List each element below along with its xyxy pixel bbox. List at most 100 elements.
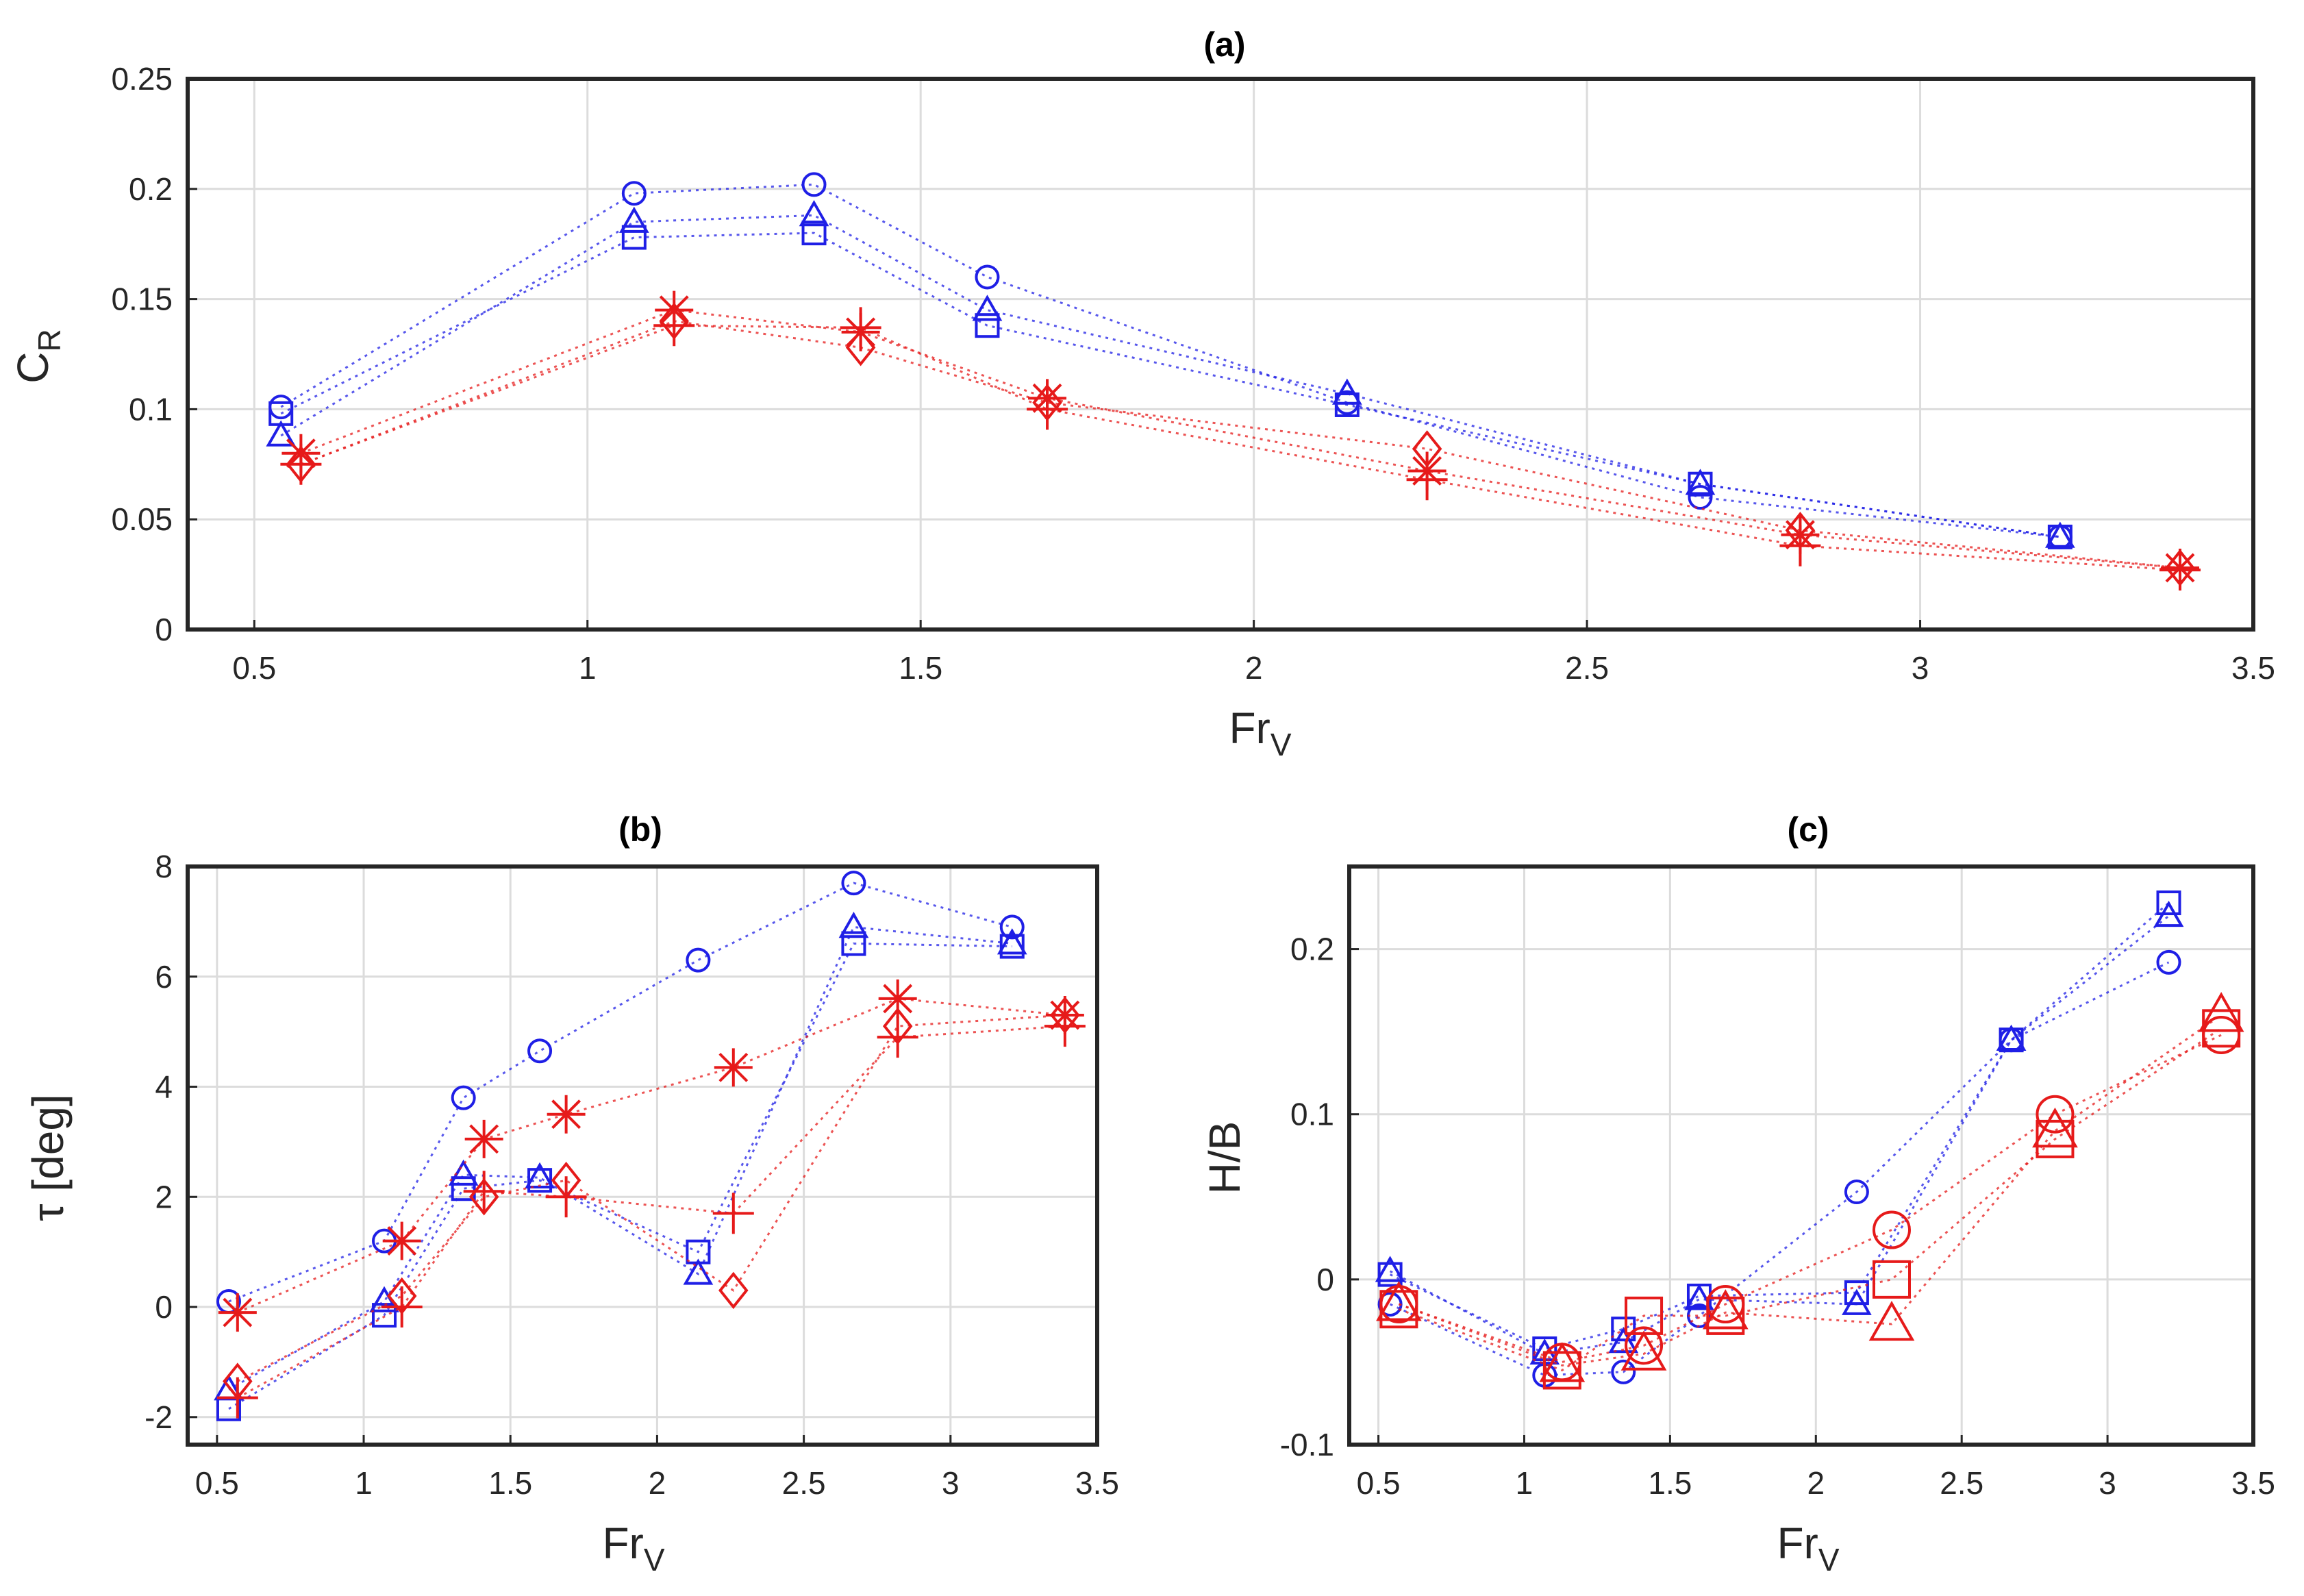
x-tick-label: 1.5 [1648, 1465, 1692, 1501]
data-point-blue-circle [801, 172, 827, 197]
data-point-red-star [382, 1221, 421, 1260]
data-point-blue-square [1999, 1027, 2024, 1053]
x-tick-label: 0.5 [232, 650, 276, 686]
series-red-plus [280, 305, 2201, 591]
x-axis-label-main-a: Fr [1229, 703, 1270, 753]
y-axis-label-c: H/B [1200, 1121, 1249, 1195]
chart-title-a: (a) [1203, 25, 1245, 64]
x-tick-label: 1 [1516, 1465, 1533, 1501]
data-point-blue-triangle [1332, 378, 1362, 405]
series-group-c [1375, 890, 2244, 1390]
data-point-red-square [1542, 1351, 1581, 1390]
data-point-blue-square [686, 1239, 711, 1264]
x-tick-label: 0.5 [1357, 1465, 1401, 1501]
data-point-blue-square [1377, 1262, 1403, 1287]
series-line-red-star [300, 309, 2181, 569]
y-tick-label: 0.05 [111, 501, 173, 537]
y-tick-label: 0 [155, 1289, 173, 1325]
x-tick-label: 2.5 [1565, 650, 1609, 686]
series-red-square [1379, 1009, 2241, 1390]
y-tick-label: 4 [155, 1069, 173, 1105]
data-point-blue-triangle [1684, 1284, 1714, 1310]
data-point-blue-circle [975, 264, 1000, 290]
series-blue-square [1377, 890, 2181, 1362]
x-axis-label-a: FrV [1229, 703, 1291, 762]
data-point-blue-triangle [1685, 469, 1716, 495]
x-tick-label: 2.5 [1940, 1465, 1983, 1501]
data-point-blue-square [527, 1168, 553, 1193]
series-line-blue-square [1389, 901, 2170, 1350]
data-point-red-plus [877, 1017, 918, 1058]
series-red-star [281, 290, 2199, 587]
data-point-blue-square [841, 931, 866, 956]
y-tick-label: 0.25 [111, 61, 173, 97]
data-point-blue-triangle [997, 928, 1027, 955]
data-point-red-diamond [845, 329, 876, 366]
data-point-red-triangle [1376, 1281, 1422, 1321]
x-axis-label-sub-a: V [1270, 727, 1292, 762]
series-blue-triangle [266, 199, 2075, 548]
data-point-blue-circle [999, 914, 1025, 940]
data-point-red-square [1873, 1260, 1911, 1299]
data-point-blue-square [621, 225, 647, 250]
data-point-blue-circle [527, 1038, 553, 1064]
data-point-blue-square [451, 1176, 476, 1201]
data-point-red-circle [1625, 1326, 1664, 1365]
series-line-red-plus [300, 324, 2181, 571]
x-tick-label: 1.5 [899, 650, 942, 686]
series-blue-square [216, 931, 1025, 1421]
data-point-blue-square [801, 221, 827, 246]
data-point-red-triangle [1539, 1342, 1586, 1382]
y-axis-label-main-c: H/B [1200, 1121, 1249, 1195]
x-tick-label: 3.5 [1075, 1465, 1119, 1501]
y-tick-label: 2 [155, 1179, 173, 1214]
series-line-blue-circle [228, 882, 1013, 1303]
data-point-red-plus [216, 1377, 258, 1419]
series-red-plus [216, 1006, 1086, 1419]
data-point-red-plus [463, 1171, 505, 1212]
series-line-red-square [1398, 1027, 2222, 1372]
y-axis-label-a: CR [8, 329, 67, 383]
data-point-red-plus [840, 307, 881, 349]
data-point-red-square [1379, 1290, 1418, 1329]
y-axis-label-main-b: τ [deg] [23, 1094, 73, 1221]
x-tick-label: 0.5 [195, 1465, 239, 1501]
data-point-blue-triangle [448, 1159, 479, 1186]
series-group-b [214, 871, 1086, 1421]
data-point-blue-triangle [266, 420, 297, 447]
series-line-blue-square [228, 942, 1012, 1410]
data-point-red-star [714, 1048, 753, 1087]
chart-panel-b: (b) 0.5 1 1.5 2 2.5 3 3.5 -2 0 2 4 6 8 FrV τ [deg] [23, 810, 1119, 1578]
chart-panel-c: (c) 0.5 1 1.5 2 2.5 3 3.5 -0.1 0 0.1 0.2 FrV H/B [1200, 810, 2275, 1578]
data-point-red-diamond [718, 1271, 749, 1310]
data-point-red-plus [1044, 1006, 1086, 1047]
data-point-blue-square [2047, 524, 2073, 549]
grid-a [188, 79, 2253, 629]
y-tick-label: -2 [145, 1399, 173, 1435]
data-point-blue-triangle [2045, 521, 2075, 548]
y-tick-label: 6 [155, 959, 173, 995]
data-point-blue-circle [2156, 949, 2181, 975]
data-point-blue-square [2156, 890, 2181, 916]
y-tick-label: 0.15 [111, 282, 173, 317]
x-tick-label: 1 [355, 1465, 373, 1501]
x-tick-label: 1 [579, 650, 597, 686]
y-tick-label: 8 [155, 849, 173, 884]
data-point-red-square [2036, 1119, 2075, 1158]
ticks-b: 0.5 1 1.5 2 2.5 3 3.5 -2 0 2 4 6 8 [145, 849, 1119, 1501]
data-point-blue-circle [1844, 1180, 1869, 1205]
data-point-blue-circle [841, 871, 866, 896]
data-point-red-plus [1027, 388, 1068, 430]
data-point-blue-triangle [799, 199, 829, 227]
data-point-blue-triangle [1375, 1256, 1405, 1282]
data-point-blue-triangle [525, 1162, 555, 1188]
data-point-blue-triangle [618, 206, 649, 233]
data-point-red-triangle [1702, 1289, 1749, 1330]
data-point-blue-square [1688, 471, 1713, 497]
data-point-red-plus [381, 1286, 423, 1328]
data-point-blue-circle [686, 947, 711, 973]
y-tick-label: 0.2 [1290, 932, 1334, 967]
x-tick-label: 3 [1912, 650, 1929, 686]
x-axis-label-main-b: Fr [602, 1519, 643, 1568]
